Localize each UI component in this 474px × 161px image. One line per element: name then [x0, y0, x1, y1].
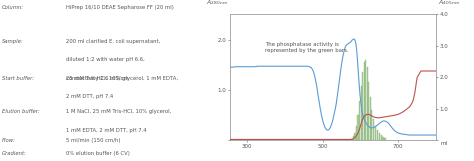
Text: 5 ml/min (150 cm/h): 5 ml/min (150 cm/h) [66, 138, 120, 143]
Bar [366, 67, 368, 140]
Bar [384, 138, 386, 140]
Bar [356, 126, 357, 140]
Bar [370, 97, 371, 140]
Text: Sample:: Sample: [2, 39, 24, 44]
Text: 1 mM EDTA, 2 mM DTT, pH 7.4: 1 mM EDTA, 2 mM DTT, pH 7.4 [66, 128, 147, 133]
Bar [357, 115, 359, 140]
Bar [375, 126, 376, 140]
Bar [365, 60, 366, 140]
Bar [359, 101, 360, 140]
Text: The phosphatase activity is
represented by the green bars.: The phosphatase activity is represented … [265, 42, 349, 53]
Bar [371, 110, 373, 140]
Text: $A_{405\,\mathregular{nm}}$: $A_{405\,\mathregular{nm}}$ [438, 0, 460, 7]
Bar [362, 72, 364, 140]
Text: Elution buffer:: Elution buffer: [2, 109, 40, 114]
Bar [351, 139, 353, 140]
Bar [377, 130, 378, 140]
Text: 25 mM Tris-HCl, 10% glycerol, 1 mM EDTA,: 25 mM Tris-HCl, 10% glycerol, 1 mM EDTA, [66, 76, 178, 81]
Bar [381, 135, 382, 140]
Text: Gradient:: Gradient: [2, 151, 27, 156]
Text: HiPrep 16/10 DEAE Sepharose FF (20 ml): HiPrep 16/10 DEAE Sepharose FF (20 ml) [66, 5, 174, 10]
Bar [355, 133, 356, 140]
Bar [373, 119, 374, 140]
Text: ml: ml [440, 141, 447, 146]
Text: conductivity 2.6 mS/cm: conductivity 2.6 mS/cm [66, 76, 129, 81]
Text: $A_{280\,\mathregular{nm}}$: $A_{280\,\mathregular{nm}}$ [206, 0, 228, 7]
Bar [353, 136, 354, 140]
Text: diluted 1:2 with water pH 6.6,: diluted 1:2 with water pH 6.6, [66, 57, 145, 62]
Text: 200 ml clarified E. coli supernatant,: 200 ml clarified E. coli supernatant, [66, 39, 160, 44]
Bar [364, 62, 365, 140]
Text: 1 M NaCl, 25 mM Tris-HCl, 10% glycerol,: 1 M NaCl, 25 mM Tris-HCl, 10% glycerol, [66, 109, 172, 114]
Text: Flow:: Flow: [2, 138, 16, 143]
Bar [361, 86, 362, 140]
Text: 2 mM DTT, pH 7.4: 2 mM DTT, pH 7.4 [66, 94, 113, 99]
Bar [368, 82, 369, 140]
Bar [379, 133, 380, 140]
Text: Column:: Column: [2, 5, 24, 10]
Text: 0% elution buffer (6 CV): 0% elution buffer (6 CV) [66, 151, 130, 156]
Bar [383, 137, 384, 140]
Text: Start buffer:: Start buffer: [2, 76, 34, 81]
